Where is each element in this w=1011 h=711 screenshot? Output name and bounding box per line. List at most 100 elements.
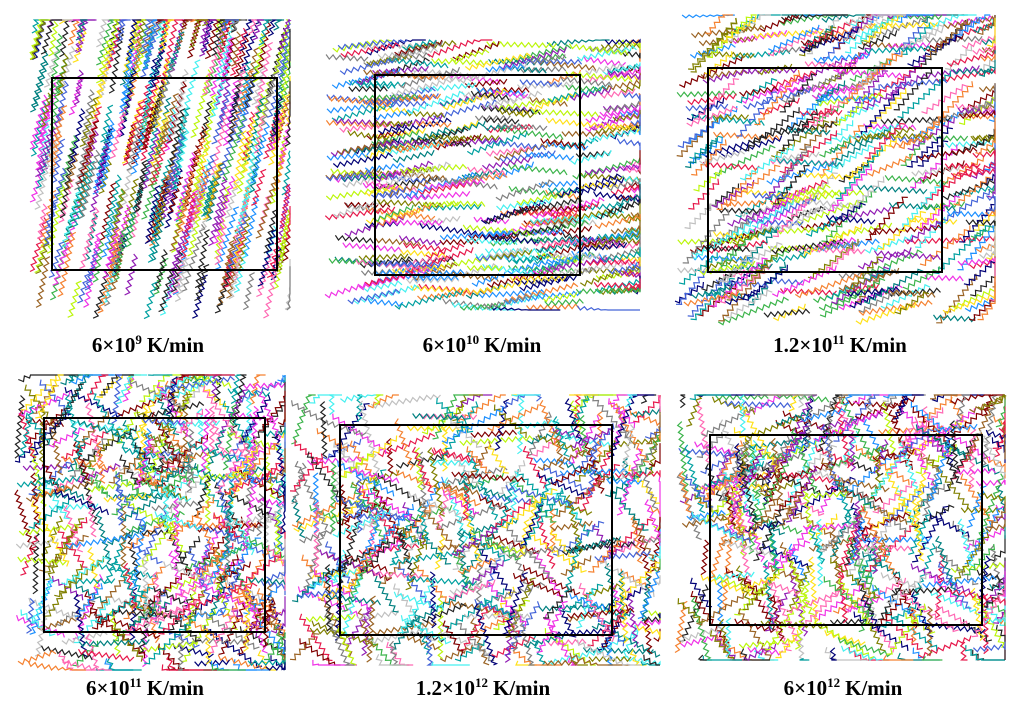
caption-unit: K/min (484, 333, 541, 357)
caption-unit: K/min (493, 676, 550, 700)
chain (508, 66, 546, 73)
chain (551, 521, 593, 531)
chain (967, 486, 987, 527)
caption-unit: K/min (147, 333, 204, 357)
chain (367, 634, 409, 665)
chain (205, 629, 210, 664)
chain (15, 396, 25, 459)
chain (527, 304, 580, 310)
chain (760, 15, 799, 31)
caption-exponent: 10 (466, 332, 479, 347)
chain (889, 203, 955, 211)
chain (865, 123, 906, 158)
chain (420, 83, 476, 92)
chain (561, 555, 591, 575)
chain (571, 150, 612, 164)
chain (243, 383, 285, 389)
caption-base: 6×10 (423, 333, 466, 357)
chain (971, 136, 995, 142)
chain (125, 254, 138, 295)
caption-base: 1.2×10 (773, 333, 832, 357)
chain (325, 207, 395, 220)
chain (828, 414, 833, 470)
chain (42, 646, 93, 660)
chain (777, 159, 843, 168)
chain (685, 106, 737, 144)
chain (392, 550, 461, 565)
chain (925, 275, 963, 281)
chain (18, 651, 56, 665)
chain (325, 279, 379, 298)
chain (394, 592, 443, 611)
chain (461, 607, 491, 650)
chain (438, 596, 443, 659)
caption: 6×109K/min (92, 332, 204, 357)
chain (338, 461, 394, 497)
chain (329, 395, 334, 415)
chain (617, 139, 640, 151)
chain (801, 591, 841, 626)
caption-exponent: 12 (475, 675, 488, 690)
caption-exponent: 11 (832, 332, 844, 347)
chain (59, 375, 93, 419)
figure: 6×109K/min6×1010K/min1.2×1011K/min6×1011… (0, 0, 1011, 711)
caption: 6×1010 K/min (423, 332, 542, 357)
chain (309, 395, 342, 403)
caption-base: 6×10 (92, 333, 135, 357)
chain (611, 222, 640, 233)
snapshot (325, 40, 640, 310)
chain (464, 473, 504, 490)
chain (48, 34, 62, 103)
chain (593, 524, 614, 553)
chain (367, 596, 376, 662)
chain (933, 136, 968, 140)
chain (878, 212, 926, 250)
chain (659, 476, 660, 523)
caption-base: 6×10 (784, 676, 827, 700)
chain (581, 395, 613, 400)
caption-unit: K/min (845, 676, 902, 700)
chain (84, 375, 109, 400)
chain (880, 79, 947, 89)
snapshot (675, 15, 995, 325)
caption: 6×1011K/min (86, 675, 204, 700)
chain (577, 306, 640, 310)
caption-base: 6×10 (86, 676, 129, 700)
chain (524, 446, 546, 488)
chain (440, 645, 472, 662)
chain (326, 55, 368, 62)
chain (300, 638, 341, 665)
chain (685, 138, 716, 168)
chain (718, 208, 763, 214)
chain (295, 440, 333, 477)
chain (434, 448, 471, 461)
chain (686, 104, 728, 111)
chain (393, 150, 434, 162)
chain (405, 173, 477, 197)
chain (685, 204, 717, 228)
chain (545, 299, 584, 305)
chain (243, 273, 254, 310)
chain (110, 108, 127, 158)
chain (560, 491, 589, 537)
chain (524, 419, 559, 428)
chain (278, 413, 285, 438)
caption-unit: K/min (850, 333, 907, 357)
chain (335, 235, 373, 243)
chain (368, 299, 403, 306)
chain (594, 282, 640, 288)
snapshot (290, 395, 660, 665)
chain (898, 653, 924, 660)
chain (453, 41, 499, 60)
chain (923, 657, 943, 661)
chain (936, 604, 967, 627)
page: 6×109K/min6×1010K/min1.2×1011K/min6×1011… (0, 0, 1011, 711)
chain (484, 208, 524, 224)
chain (144, 282, 157, 319)
chain (192, 275, 207, 318)
chain (765, 596, 804, 650)
chain (604, 98, 640, 112)
chain (691, 26, 765, 38)
chain (957, 469, 996, 475)
chain (704, 246, 749, 252)
